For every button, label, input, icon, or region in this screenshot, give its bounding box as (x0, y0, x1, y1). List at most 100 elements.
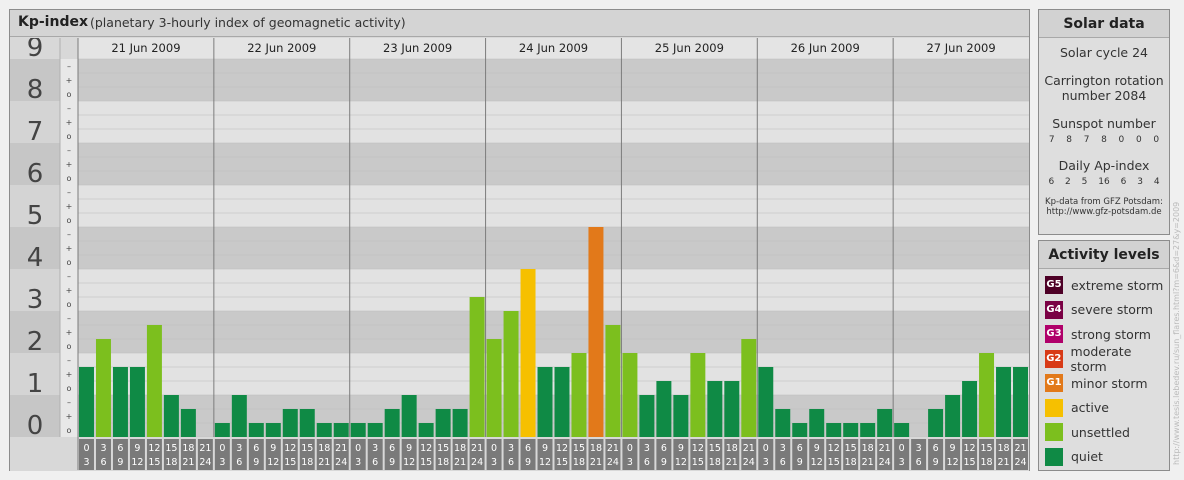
interval-start-label: 3 (372, 443, 378, 454)
interval-end-label: 24 (1014, 457, 1026, 468)
plot-band (78, 269, 1029, 311)
legend-item-extreme-storm: G5 extreme storm (1045, 275, 1163, 295)
interval-start-label: 18 (590, 443, 602, 454)
interval-label-bg (996, 439, 1012, 470)
legend-item-strong-storm: G3 strong storm (1045, 324, 1151, 344)
y-minor-label: o (67, 300, 72, 309)
interval-end-label: 6 (236, 457, 242, 468)
kp-bar (605, 324, 621, 437)
y-band-label-bg (10, 101, 60, 143)
interval-label-bg (282, 439, 298, 470)
interval-label-bg (333, 439, 349, 470)
interval-end-label: 18 (437, 457, 449, 468)
y-minor-label: o (67, 258, 72, 267)
interval-start-label: 15 (301, 443, 313, 454)
interval-label-bg (741, 439, 757, 470)
interval-label-bg (79, 439, 94, 470)
legend-swatch (1045, 398, 1063, 417)
interval-end-label: 3 (355, 457, 361, 468)
data-source-line2: http://www.gfz-potsdam.de (1046, 207, 1162, 217)
interval-end-label: 18 (165, 457, 177, 468)
interval-start-label: 12 (420, 443, 432, 454)
interval-start-label: 12 (692, 443, 704, 454)
kp-bar (333, 423, 349, 437)
y-minor-label: – (67, 146, 71, 155)
interval-start-label: 21 (335, 443, 347, 454)
interval-end-label: 3 (627, 457, 633, 468)
y-band-label-bg (10, 395, 60, 437)
y-band-label-bg (10, 185, 60, 227)
plot-band (78, 311, 1029, 353)
interval-end-label: 9 (797, 457, 803, 468)
kp-bar (401, 395, 417, 437)
y-minor-label: + (66, 328, 73, 337)
kp-bar (979, 353, 995, 437)
legend-label: severe storm (1071, 302, 1153, 317)
interval-end-label: 3 (763, 457, 769, 468)
interval-start-label: 0 (899, 443, 905, 454)
interval-end-label: 3 (83, 457, 89, 468)
y-minor-label: o (67, 426, 72, 435)
day-label: 27 Jun 2009 (926, 41, 995, 55)
y-minor-label: + (66, 202, 73, 211)
day-label: 21 Jun 2009 (111, 41, 180, 55)
kp-bar (554, 366, 570, 437)
plot-band (78, 185, 1029, 227)
day-header-row (78, 38, 1029, 59)
legend-swatch: G3 (1045, 325, 1063, 343)
interval-start-label: 12 (556, 443, 568, 454)
sunspot-value: 0 (1135, 135, 1142, 145)
ap-index-value: 3 (1137, 177, 1143, 187)
interval-label-bg (673, 439, 689, 470)
ap-index-value: 6 (1120, 177, 1127, 187)
chart-title-bar: Kp-index (planetary 3-hourly index of ge… (10, 10, 1029, 37)
kp-bar (741, 339, 757, 437)
interval-label-bg (894, 439, 910, 470)
interval-end-label: 9 (253, 457, 259, 468)
interval-start-label: 21 (607, 443, 619, 454)
interval-start-label: 9 (134, 443, 140, 454)
y-minor-label: – (67, 230, 71, 239)
interval-start-label: 21 (471, 443, 483, 454)
y-minor-label: – (67, 62, 71, 71)
kp-bar (996, 366, 1012, 437)
y-minor-label: o (67, 132, 72, 141)
interval-label-bg (265, 439, 281, 470)
interval-start-label: 21 (1014, 443, 1026, 454)
interval-label-bg (197, 439, 213, 470)
kp-bar-chart: 0123456789o+–o+–o+–o+–o+–o+–o+–o+–o+–033… (10, 38, 1029, 471)
ap-index-value: 2 (1065, 177, 1071, 187)
interval-label-bg (792, 439, 808, 470)
interval-end-label: 15 (420, 457, 432, 468)
interval-label-bg (367, 439, 383, 470)
interval-end-label: 18 (573, 457, 585, 468)
sunspot-value: 0 (1153, 135, 1160, 145)
interval-label-bg (928, 439, 944, 470)
interval-end-label: 15 (828, 457, 840, 468)
interval-end-label: 21 (590, 457, 602, 468)
interval-end-label: 21 (726, 457, 738, 468)
interval-start-label: 9 (814, 443, 820, 454)
interval-start-label: 15 (573, 443, 585, 454)
interval-end-label: 6 (644, 457, 650, 468)
interval-start-label: 15 (437, 443, 449, 454)
interval-start-label: 3 (100, 443, 106, 454)
legend-swatch: G1 (1045, 374, 1063, 392)
interval-label-bg (639, 439, 655, 470)
legend-label: minor storm (1071, 375, 1148, 391)
kp-bar (758, 366, 774, 437)
interval-start-label: 15 (709, 443, 721, 454)
interval-label-bg (537, 439, 553, 470)
solar-cycle: Solar cycle 24 (1059, 45, 1148, 60)
minor-band-bg (60, 101, 78, 143)
y-minor-label: – (67, 398, 71, 407)
interval-label-bg (809, 439, 825, 470)
legend-swatch: G2 (1045, 349, 1063, 368)
sunspot-value: 7 (1048, 135, 1055, 145)
day-label: 22 Jun 2009 (247, 41, 316, 55)
interval-label-bg (146, 439, 162, 470)
interval-start-label: 15 (980, 443, 992, 454)
kp-bar (775, 408, 791, 437)
sunspot-value: 8 (1066, 135, 1072, 145)
